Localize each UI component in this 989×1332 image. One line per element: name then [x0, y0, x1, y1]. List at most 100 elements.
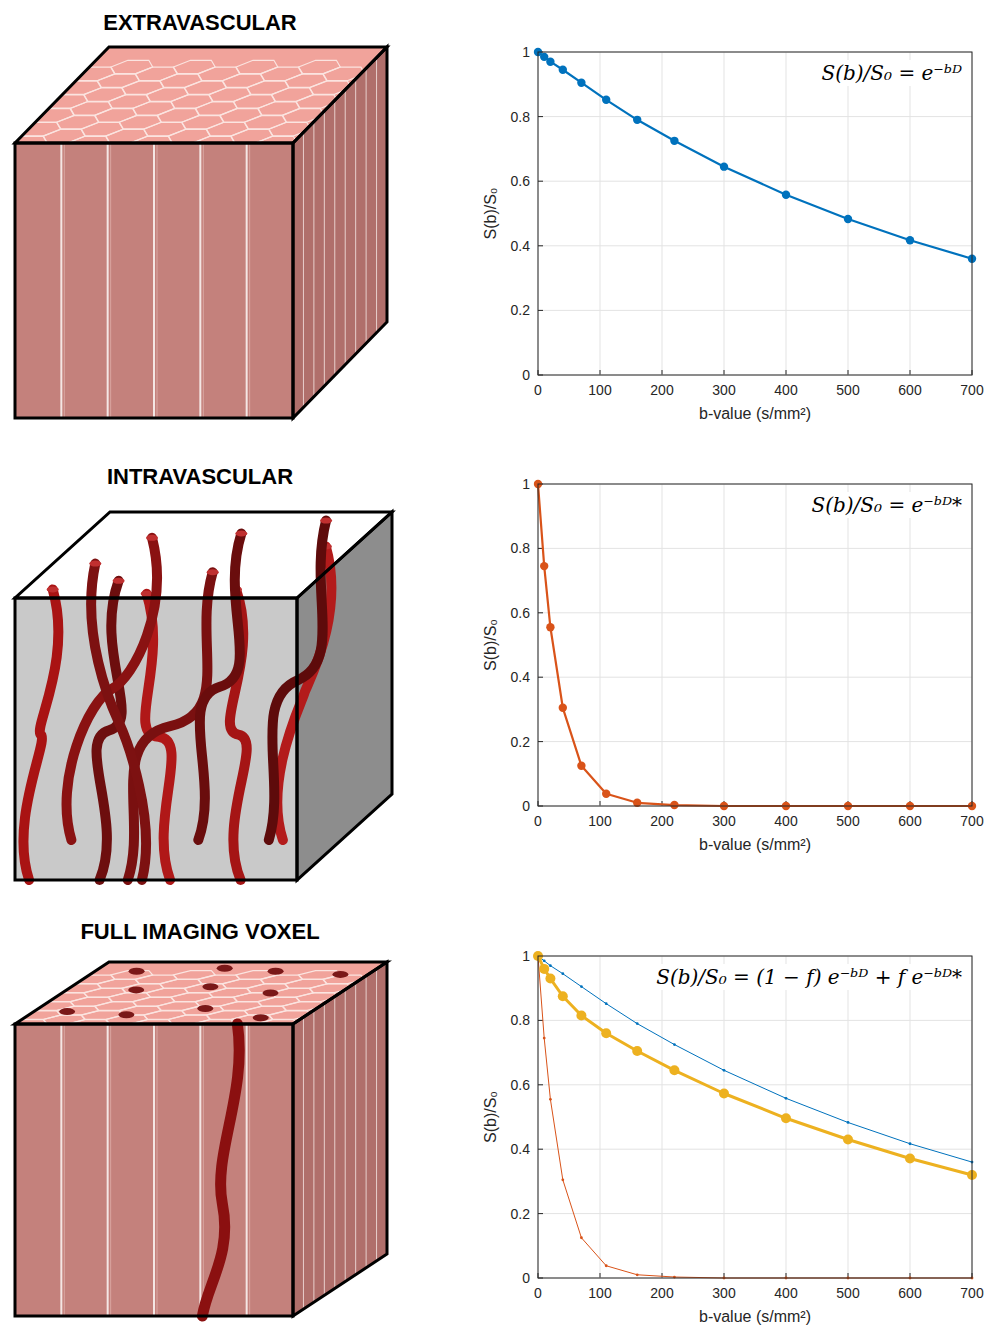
- plot-data: [534, 48, 976, 263]
- data-point: [719, 1088, 729, 1098]
- hex: [106, 129, 148, 142]
- tick-mark: [600, 801, 601, 806]
- hex: [198, 67, 240, 80]
- tick-mark: [538, 1213, 543, 1214]
- hex: [0, 150, 33, 163]
- cube-edge: [293, 962, 387, 1316]
- grid-line: [538, 612, 972, 613]
- hex: [245, 1006, 287, 1015]
- tick-label: 500: [836, 813, 860, 829]
- data-point: [605, 1264, 608, 1267]
- vessel-end: [207, 569, 219, 575]
- hex: [171, 95, 213, 108]
- grid-line: [600, 956, 601, 1278]
- tick-mark: [662, 370, 663, 375]
- fibre-line: [345, 990, 346, 1282]
- equation: S(b)/S₀ = e⁻ᵇᴰ: [821, 61, 962, 85]
- hex: [70, 997, 112, 1006]
- cube: [15, 512, 392, 880]
- tick-label: 0: [522, 367, 530, 383]
- vessel-section: [332, 971, 348, 978]
- vessel-section: [59, 1008, 75, 1015]
- hex: [323, 67, 365, 80]
- vessel-end: [146, 535, 158, 541]
- hex: [285, 74, 327, 87]
- hex: [174, 971, 216, 980]
- tick-label: 500: [836, 382, 860, 398]
- hex: [261, 67, 303, 80]
- hex: [217, 143, 259, 156]
- grid-line: [848, 956, 849, 1278]
- plot-data: [533, 951, 977, 1279]
- hex: [0, 143, 9, 156]
- series-line: [538, 956, 972, 1175]
- hex: [160, 74, 202, 87]
- hex: [223, 74, 265, 87]
- hex: [182, 116, 224, 129]
- data-point: [605, 1002, 608, 1005]
- grid-line: [600, 484, 601, 806]
- tick-label: 0.2: [511, 302, 531, 318]
- tick-mark: [538, 741, 543, 742]
- fibre-line: [376, 969, 377, 1261]
- tick-label: 0.6: [511, 605, 531, 621]
- hex: [117, 150, 159, 163]
- fibre-line: [249, 143, 250, 418]
- cube-edge: [15, 143, 293, 418]
- series-line: [538, 956, 972, 1162]
- equation: S(b)/S₀ = (1 − f) e⁻ᵇᴰ + f e⁻ᵇᴰ*: [656, 965, 962, 989]
- tick-label: 600: [898, 382, 922, 398]
- hex: [117, 1029, 159, 1038]
- data-point: [549, 964, 552, 967]
- grid-line: [538, 677, 972, 678]
- data-point: [580, 985, 583, 988]
- fibre-line: [64, 143, 65, 418]
- hex: [155, 143, 197, 156]
- grid-line: [910, 956, 911, 1278]
- data-point: [602, 96, 610, 104]
- chart: FULL IMAGING VOXEL0100200300400500600700…: [80, 919, 983, 1325]
- hex: [147, 989, 189, 998]
- vessel-section: [217, 965, 233, 972]
- fibre-line: [303, 132, 304, 407]
- fibre-line: [324, 1003, 325, 1295]
- fibre-line: [110, 1024, 111, 1316]
- hex: [81, 1011, 123, 1020]
- hex: [179, 1029, 221, 1038]
- data-point: [540, 562, 548, 570]
- plot-frame: [538, 52, 972, 375]
- hex: [196, 997, 238, 1006]
- hex: [111, 60, 153, 73]
- chart: INTRAVASCULAR010020030040050060070000.20…: [107, 464, 984, 853]
- tick-mark: [538, 612, 543, 613]
- hex: [57, 1006, 99, 1015]
- fibre-line: [64, 1024, 65, 1316]
- data-point: [844, 215, 852, 223]
- tick-mark: [724, 370, 725, 375]
- hex: [0, 1024, 9, 1033]
- grid-line: [538, 741, 972, 742]
- hex: [174, 60, 216, 73]
- equation-bg: [808, 492, 965, 518]
- tick-label: 0: [522, 1270, 530, 1286]
- hex: [209, 989, 251, 998]
- data-point: [909, 1142, 912, 1145]
- data-point: [601, 1028, 611, 1038]
- plot-bg: [538, 956, 972, 1278]
- fibre-line: [355, 79, 356, 354]
- hex: [242, 150, 284, 163]
- tick-label: 700: [960, 1285, 984, 1301]
- hex: [160, 980, 202, 989]
- data-point: [543, 959, 546, 962]
- data-point: [561, 1178, 564, 1181]
- data-point: [723, 1069, 726, 1072]
- data-point: [673, 1043, 676, 1046]
- tick-mark: [538, 1020, 543, 1021]
- tick-mark: [662, 1273, 663, 1278]
- data-point: [670, 137, 678, 145]
- tick-label: 700: [960, 813, 984, 829]
- hex: [157, 109, 199, 122]
- axis-title: S(b)/S₀: [482, 1091, 499, 1143]
- fibre-line: [110, 143, 111, 418]
- tick-label: 0: [534, 1285, 542, 1301]
